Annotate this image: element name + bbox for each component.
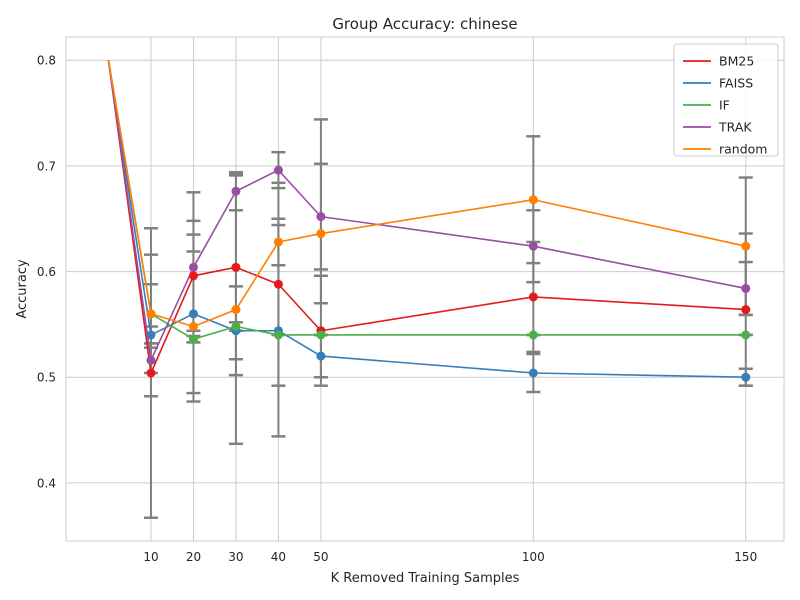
data-point-random — [273, 237, 283, 247]
x-tick-label: 100 — [522, 550, 545, 564]
data-point-TRAK — [273, 165, 283, 175]
x-tick-label: 150 — [734, 550, 757, 564]
x-tick-label: 50 — [313, 550, 328, 564]
y-tick-label: 0.7 — [37, 159, 56, 173]
x-tick-labels: 10 20 30 40 50 100 150 — [143, 550, 757, 564]
data-point-TRAK — [528, 241, 538, 251]
data-point-BM25 — [528, 292, 538, 302]
axes-frame — [65, 36, 785, 542]
legend-label-BM25: BM25 — [719, 54, 754, 69]
data-point-random — [188, 322, 198, 332]
data-point-TRAK — [316, 212, 326, 222]
legend-label-FAISS: FAISS — [719, 76, 753, 91]
y-axis-label: Accuracy — [15, 259, 30, 319]
data-point-TRAK — [741, 283, 751, 293]
data-point-FAISS — [741, 372, 751, 382]
data-point-BM25 — [146, 368, 156, 378]
x-tick-label: 40 — [271, 550, 286, 564]
series-line-TRAK — [107, 60, 746, 362]
data-point-BM25 — [741, 305, 751, 315]
legend-box — [673, 43, 779, 157]
data-point-FAISS — [146, 330, 156, 340]
data-point-TRAK — [231, 186, 241, 196]
y-tick-label: 0.6 — [37, 265, 56, 279]
data-point-IF — [741, 330, 751, 340]
data-point-random — [316, 229, 326, 239]
data-point-random — [146, 309, 156, 319]
data-point-random — [231, 305, 241, 315]
x-axis-label: K Removed Training Samples — [331, 571, 520, 586]
series-lines — [107, 60, 746, 379]
data-point-IF — [316, 330, 326, 340]
data-point-TRAK — [188, 262, 198, 272]
chart-title: Group Accuracy: chinese — [332, 15, 517, 33]
data-point-BM25 — [188, 271, 198, 281]
data-point-IF — [231, 322, 241, 332]
y-tick-label: 0.8 — [37, 54, 56, 68]
y-tick-labels: 0.4 0.5 0.6 0.7 0.8 — [37, 54, 56, 491]
series-line-random — [107, 60, 746, 328]
data-point-IF — [273, 330, 283, 340]
data-point-random — [741, 241, 751, 251]
legend-label-TRAK: TRAK — [718, 120, 752, 135]
data-point-FAISS — [528, 368, 538, 378]
data-point-FAISS — [188, 309, 198, 319]
x-tick-label: 30 — [228, 550, 243, 564]
plot-border — [65, 36, 785, 542]
series-line-IF — [107, 60, 746, 340]
y-tick-label: 0.5 — [37, 371, 56, 385]
data-point-TRAK — [146, 355, 156, 365]
data-point-random — [528, 195, 538, 205]
series-points — [146, 165, 751, 382]
y-tick-label: 0.4 — [37, 476, 56, 490]
legend-label-random: random — [719, 142, 767, 157]
data-point-FAISS — [316, 351, 326, 361]
data-point-IF — [528, 330, 538, 340]
x-tick-label: 10 — [143, 550, 158, 564]
legend: BM25 FAISS IF TRAK random — [673, 43, 779, 157]
data-point-IF — [188, 334, 198, 344]
x-tick-label: 20 — [186, 550, 201, 564]
legend-label-IF: IF — [719, 98, 730, 113]
data-point-BM25 — [273, 279, 283, 289]
data-point-BM25 — [231, 262, 241, 272]
